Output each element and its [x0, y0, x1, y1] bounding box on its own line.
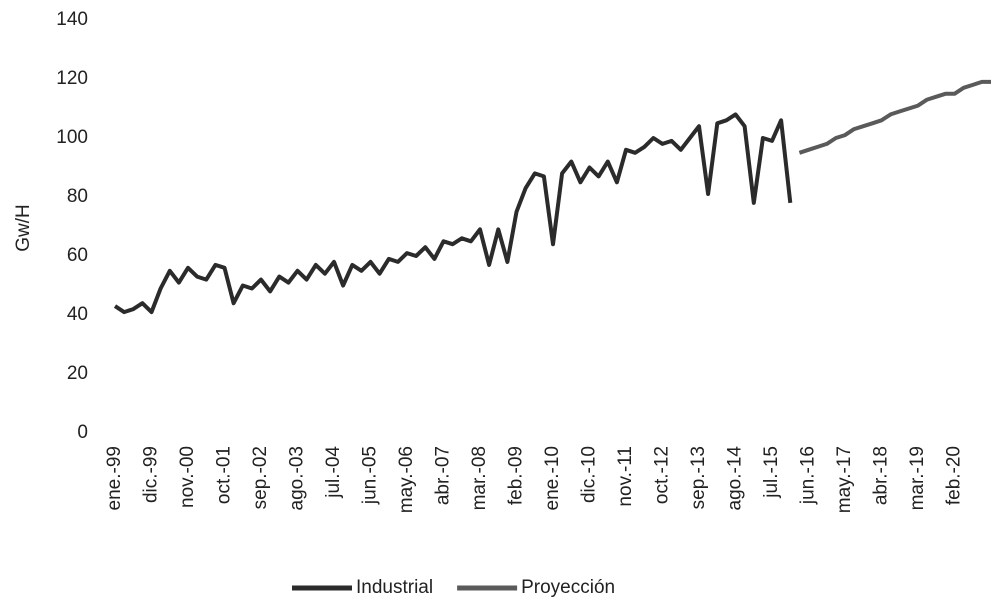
x-tick-label: ene.-99 [104, 446, 125, 510]
x-tick-label: sep.-13 [688, 446, 709, 509]
y-tick-label: 40 [67, 304, 88, 325]
x-tick-label: feb.-09 [506, 446, 527, 505]
y-tick-label: 80 [67, 186, 88, 207]
x-tick-label: oct.-12 [652, 446, 673, 504]
series-line [113, 112, 793, 315]
x-tick-label: nov.-11 [615, 446, 636, 507]
y-tick-label: 0 [77, 422, 88, 443]
x-tick-label: ene.-10 [542, 446, 563, 510]
x-tick-label: nov.-00 [177, 446, 198, 508]
x-tick-label: mar.-19 [907, 446, 928, 510]
x-tick-label: abr.-07 [433, 446, 454, 505]
legend-label: Industrial [356, 577, 433, 598]
y-tick-label: 140 [56, 9, 88, 30]
x-tick-label: ago.-14 [725, 446, 746, 511]
y-tick-label: 20 [67, 363, 88, 384]
y-tick-label: 120 [56, 68, 88, 89]
x-tick-label: may.-06 [396, 446, 417, 513]
x-tick-label: jun.-16 [798, 446, 819, 505]
x-tick-label: jul.-04 [323, 446, 344, 499]
x-tick-label: oct.-01 [214, 446, 235, 504]
y-axis-label: Gw/H [13, 204, 34, 252]
x-tick-label: feb.-20 [944, 446, 965, 505]
x-tick-label: may.-17 [834, 446, 855, 513]
series-line [798, 79, 991, 155]
x-tick-label: sep.-02 [250, 446, 271, 509]
x-tick-label: dic.-99 [141, 446, 162, 503]
y-tick-label: 100 [56, 127, 88, 148]
x-tick-label: jul.-15 [761, 446, 782, 499]
legend-label: Proyección [521, 577, 615, 598]
x-tick-label: dic.-10 [579, 446, 600, 503]
x-tick-label: abr.-18 [871, 446, 892, 505]
x-tick-label: ago.-03 [287, 446, 308, 510]
x-tick-label: mar.-08 [469, 446, 490, 510]
y-tick-label: 60 [67, 245, 88, 266]
x-tick-label: jun.-05 [360, 446, 381, 505]
